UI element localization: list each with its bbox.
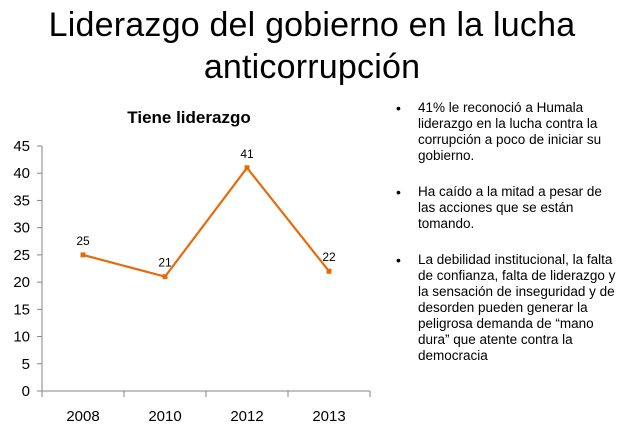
bullet-item-1: 41% le reconoció a Humala liderazgo en l…: [390, 100, 620, 164]
y-tick-label: 5: [22, 356, 30, 373]
data-point: [80, 252, 86, 258]
data-point: [244, 165, 250, 171]
y-tick-label: 30: [13, 220, 30, 237]
y-tick-label: 35: [13, 192, 30, 209]
x-tick-label: 2012: [230, 408, 263, 425]
chart-title: Tiene liderazgo: [127, 108, 250, 127]
x-tick-label: 2008: [66, 408, 99, 425]
chart-marks: 25 21 41 22: [76, 147, 336, 280]
data-point: [326, 268, 332, 274]
bullet-item-3: La debilidad institucional, la falta de …: [390, 252, 620, 364]
bullet-item-2: Ha caído a la mitad a pesar de las accio…: [390, 184, 620, 232]
series-line: [82, 165, 330, 278]
x-tick-label: 2010: [148, 408, 181, 425]
chart-axes: 0 5 10 15 20 25 30 35 40 45 2008 2010 2012 2013: [13, 138, 371, 425]
data-label: 25: [76, 234, 90, 248]
slide-title-line-2: anticorrupción: [203, 48, 421, 86]
slide-title-line-1: Liderazgo del gobierno en la lucha: [48, 6, 576, 44]
data-label: 22: [322, 250, 336, 264]
x-tick-label: 2013: [312, 408, 345, 425]
y-tick-label: 0: [22, 383, 30, 400]
y-tick-label: 45: [13, 138, 30, 155]
y-tick-label: 25: [13, 247, 30, 264]
y-tick-label: 20: [13, 274, 30, 291]
data-point: [162, 274, 168, 280]
y-tick-label: 40: [13, 165, 30, 182]
bullet-list: 41% le reconoció a Humala liderazgo en l…: [390, 100, 620, 384]
y-tick-label: 10: [13, 329, 30, 346]
data-label: 41: [240, 147, 254, 161]
data-label: 21: [158, 256, 172, 270]
slide-title: Liderazgo del gobierno en la lucha antic…: [0, 4, 624, 88]
y-tick-label: 15: [13, 301, 30, 318]
chart-svg: Tiene liderazgo 0 5 10 15 20 25 30 35 40 45 2008 20…: [13, 108, 371, 425]
line-chart: Tiene liderazgo 0 5 10 15 20 25 30 35 40 45 2008 20…: [0, 100, 380, 436]
